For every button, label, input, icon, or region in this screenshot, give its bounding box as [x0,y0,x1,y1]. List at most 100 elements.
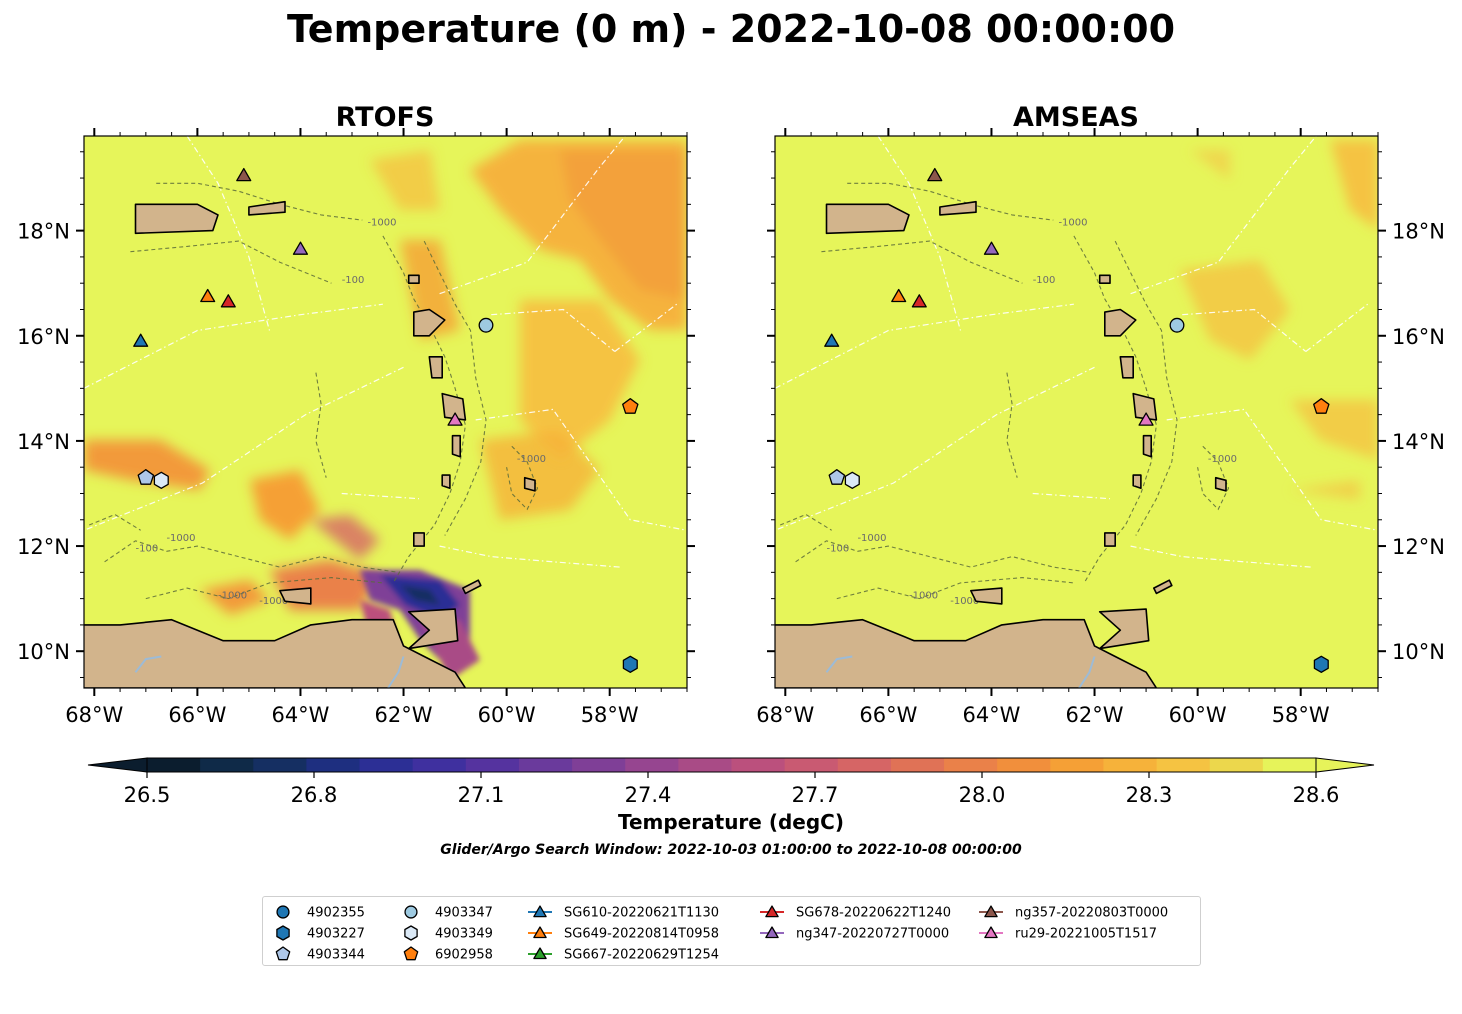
marker-4903347 [478,317,494,333]
landmass [775,200,1227,688]
contour-label: -100 [136,543,159,554]
bathymetry-contour [821,240,1023,284]
colorbar-segment [412,758,467,772]
contour-label: -1000 [950,596,979,607]
contour-label: -1000 [909,591,938,602]
marker-SG678-20220622T1240 [220,294,236,308]
contour-label: -100 [1033,275,1056,286]
trinidad [1098,608,1150,650]
lat-tick-label: 16°N [17,325,70,349]
panel-title-amseas: AMSEAS [1013,102,1139,133]
marker-4903344 [828,469,846,485]
contour-label: -1000 [1208,454,1237,465]
legend-marker [533,947,547,960]
contour-label: -1000 [367,217,396,228]
lon-tick-label: 64°W [962,703,1020,727]
south-america-coast [84,618,467,688]
legend-label: 4903344 [307,948,365,963]
colorbar-segment [678,758,732,772]
marker-4903227 [622,655,638,673]
bathymetry-contour [315,372,327,478]
eez-boundary-line [877,136,962,331]
eez-boundary-line [491,308,616,352]
bathymetry-contour [779,513,832,531]
barbados [1214,476,1227,492]
legend-marker [984,926,998,939]
lon-tick-label: 60°W [478,703,536,727]
legend-entry: SG649-20220814T0958 [528,926,719,942]
contour-label: -1000 [218,591,247,602]
legend-marker [984,905,998,918]
marker-4903344 [137,469,155,485]
marker-ng357-20220803T0000 [927,167,943,182]
margarita [279,587,312,605]
eez-boundary-line [1130,545,1312,568]
river [1078,656,1096,688]
bathymetry-contour [795,540,1090,573]
bathymetry-contour [1197,445,1230,511]
barbados [523,476,536,492]
bathymetry-contour [88,513,141,531]
lat-tick-label: 16°N [1392,325,1445,349]
colorbar-segment [944,758,998,772]
legend-entry: ru29-20221005T1517 [979,926,1157,942]
lat-tick-label: 14°N [1392,430,1445,454]
lon-tick-label: 58°W [581,703,639,727]
lon-tick-label: 66°W [859,703,917,727]
contour-label: -1000 [517,454,546,465]
bathymetry-contour [145,577,383,600]
bathymetry-contour [382,235,466,584]
rtofs-field [84,136,687,688]
grenada [1104,532,1116,547]
marker-ru29-20221005T1517 [447,412,463,426]
bathymetry-contours: -100 -1000 -1000 -1000 -1000 -100 -1000 [88,182,546,607]
colorbar-tick-label: 28.3 [1126,783,1173,807]
legend-entry: 4903344 [275,946,365,963]
colorbar-segment [997,758,1051,772]
colorbar-label: Temperature (degC) [618,810,844,834]
colorbar-segment [1050,758,1104,772]
colorbar-segment [731,758,786,772]
map-frame [83,135,688,689]
colorbar-extend-high [1315,757,1375,773]
marker-ng357-20220803T0000 [236,167,252,182]
lon-tick-label: 64°W [271,703,329,727]
legend-entry: 4903227 [276,925,365,942]
lat-tick-label: 18°N [17,220,70,244]
bathymetry-contour [847,182,1054,221]
observation-markers [824,167,1330,673]
contour-label: -1000 [857,533,886,544]
eez-boundary-line [84,303,383,389]
map-frame [774,135,1379,689]
bathymetry-contour [130,240,332,284]
colorbar-tick-label: 26.5 [124,783,171,807]
contour-label: -100 [342,275,365,286]
colorbar-segment [253,758,307,772]
bathymetry-contour [423,240,487,536]
eez-boundary-line [775,303,1074,389]
colorbar-segment [625,758,679,772]
legend-label: SG649-20220814T0958 [564,927,719,942]
colorbar-segment [784,758,839,772]
st-lucia [451,434,461,458]
panel-title-rtofs: RTOFS [336,102,435,133]
martinique [1132,392,1158,421]
eez-boundary-line [1130,136,1317,295]
bathymetry-contour [1114,240,1178,536]
tobago [1153,579,1173,595]
marker-SG678-20220622T1240 [911,294,927,308]
eez-boundary-line [475,408,687,531]
margarita [970,587,1003,605]
eez-boundaries [775,136,1378,568]
bathymetry-contours: -100 -1000 -1000 -1000 -1000 -100 -1000 [779,182,1237,607]
legend-entry: 6902958 [403,946,493,963]
lon-tick-label: 62°W [375,703,433,727]
bathymetry-contour [506,445,539,511]
colorbar-segment [147,758,201,772]
marker-4903347 [1169,317,1185,333]
observation-markers [133,167,639,673]
legend-label: 4902355 [307,906,365,921]
bathymetry-contour [836,577,1074,600]
colorbar-segment [1156,758,1211,772]
lon-tick-label: 68°W [65,703,123,727]
